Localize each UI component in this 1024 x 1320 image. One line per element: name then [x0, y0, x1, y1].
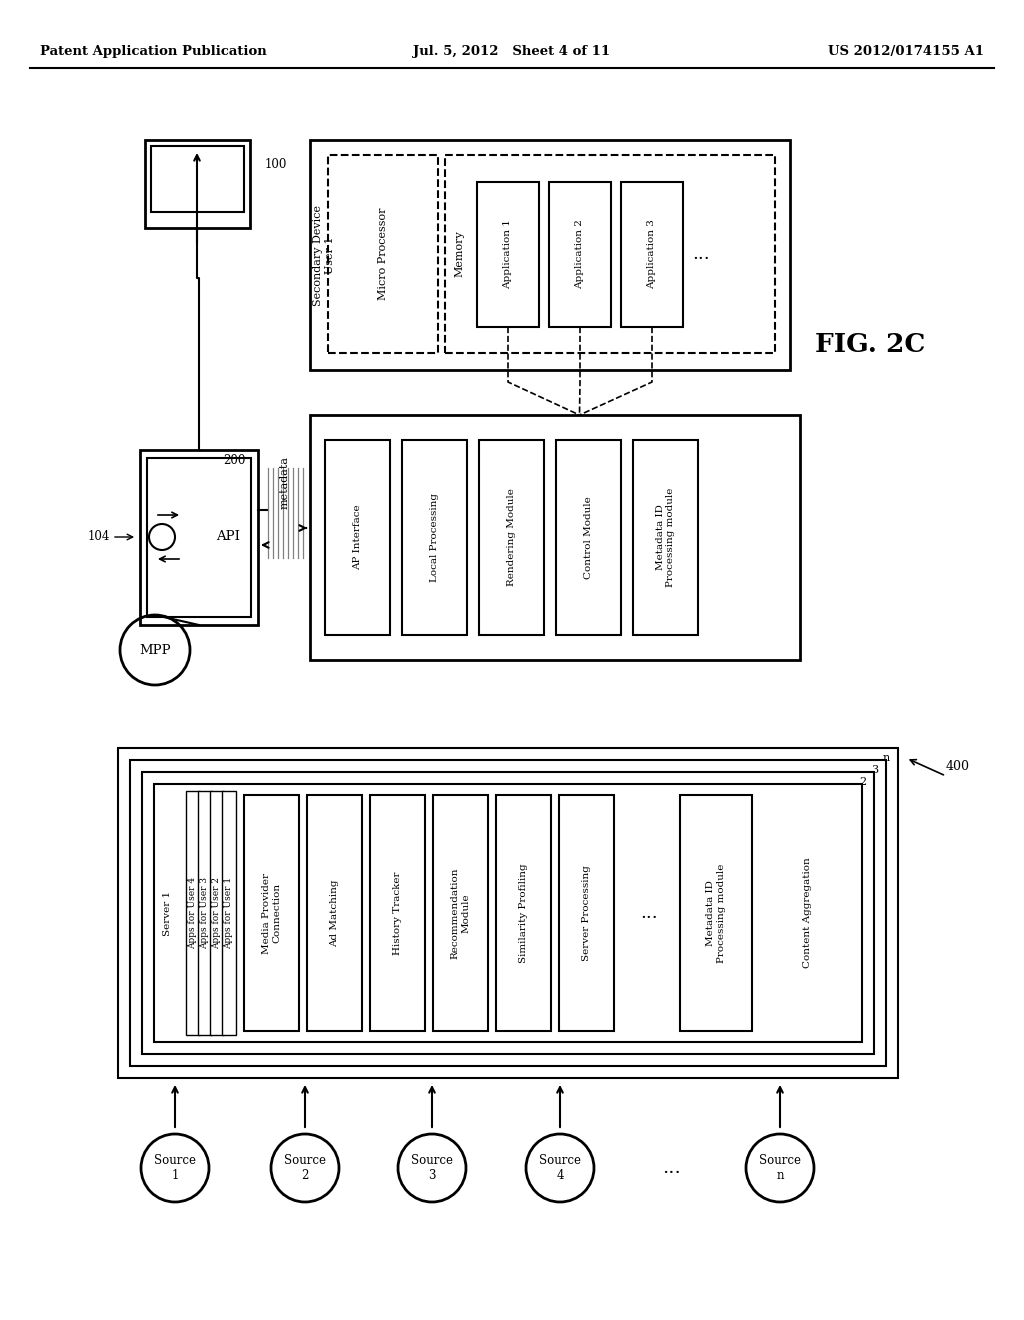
- Bar: [479, 440, 544, 635]
- Text: 2: 2: [859, 777, 866, 787]
- Text: Source
4: Source 4: [539, 1154, 581, 1181]
- Text: Server Processing: Server Processing: [582, 865, 591, 961]
- Text: US 2012/0174155 A1: US 2012/0174155 A1: [828, 45, 984, 58]
- Text: FIG. 2C: FIG. 2C: [815, 333, 926, 358]
- Bar: [370, 795, 425, 1031]
- Bar: [621, 182, 683, 327]
- Bar: [118, 748, 898, 1078]
- Bar: [496, 795, 551, 1031]
- Text: Content Aggregation: Content Aggregation: [804, 858, 812, 969]
- Bar: [145, 140, 250, 228]
- Text: MPP: MPP: [139, 644, 171, 656]
- Bar: [244, 795, 299, 1031]
- Bar: [556, 440, 621, 635]
- Text: Micro Processor: Micro Processor: [378, 207, 388, 300]
- Text: Application 1: Application 1: [504, 219, 512, 289]
- Text: Source
1: Source 1: [154, 1154, 196, 1181]
- Text: Memory: Memory: [454, 231, 464, 277]
- Bar: [433, 795, 488, 1031]
- Text: Control Module: Control Module: [584, 496, 593, 579]
- Text: 104: 104: [88, 531, 110, 544]
- Bar: [680, 795, 752, 1031]
- Bar: [130, 760, 886, 1067]
- Text: Application 3: Application 3: [647, 219, 656, 289]
- Text: Source
3: Source 3: [411, 1154, 453, 1181]
- Bar: [147, 458, 251, 616]
- Text: 100: 100: [265, 158, 288, 172]
- Bar: [310, 414, 800, 660]
- Bar: [402, 440, 467, 635]
- Bar: [325, 440, 390, 635]
- Text: ...: ...: [663, 1159, 681, 1177]
- Bar: [328, 154, 438, 352]
- Bar: [210, 791, 224, 1035]
- Text: 3: 3: [870, 766, 878, 775]
- Bar: [633, 440, 698, 635]
- Text: API: API: [216, 531, 240, 544]
- Text: Local Processing: Local Processing: [430, 492, 439, 582]
- Text: n: n: [883, 752, 890, 763]
- Bar: [140, 450, 258, 624]
- Text: 200: 200: [223, 454, 246, 466]
- Bar: [559, 795, 614, 1031]
- Text: Apps for User 2: Apps for User 2: [213, 876, 221, 949]
- Text: Jul. 5, 2012   Sheet 4 of 11: Jul. 5, 2012 Sheet 4 of 11: [414, 45, 610, 58]
- Text: ...: ...: [640, 904, 657, 921]
- Text: Metadata ID
Processing module: Metadata ID Processing module: [655, 488, 675, 587]
- Text: Ad Matching: Ad Matching: [330, 879, 339, 946]
- Bar: [307, 795, 362, 1031]
- Text: Rendering Module: Rendering Module: [507, 488, 516, 586]
- Bar: [222, 791, 236, 1035]
- Text: Patent Application Publication: Patent Application Publication: [40, 45, 266, 58]
- Text: Recommendation
Module: Recommendation Module: [451, 867, 470, 958]
- Bar: [142, 772, 874, 1053]
- Text: Apps for User 4: Apps for User 4: [188, 876, 198, 949]
- Bar: [445, 154, 775, 352]
- Text: Server 1: Server 1: [163, 891, 171, 936]
- Bar: [186, 791, 200, 1035]
- Bar: [549, 182, 611, 327]
- Text: History Tracker: History Tracker: [393, 871, 402, 954]
- Bar: [151, 147, 244, 213]
- Bar: [310, 140, 790, 370]
- Text: Media Provider
Connection: Media Provider Connection: [262, 873, 282, 953]
- Text: ...: ...: [692, 246, 710, 263]
- Bar: [154, 784, 862, 1041]
- Text: Source
2: Source 2: [284, 1154, 326, 1181]
- Text: Apps for User 3: Apps for User 3: [201, 876, 210, 949]
- Bar: [477, 182, 539, 327]
- Text: metadata: metadata: [280, 455, 290, 510]
- Text: Similarity Profiling: Similarity Profiling: [519, 863, 528, 962]
- Text: Secondary Device
User 1: Secondary Device User 1: [313, 205, 335, 305]
- Bar: [198, 791, 212, 1035]
- Text: Source
n: Source n: [759, 1154, 801, 1181]
- Text: Apps for User 1: Apps for User 1: [224, 876, 233, 949]
- Text: Metadata ID
Processing module: Metadata ID Processing module: [707, 863, 726, 962]
- Text: AP Interface: AP Interface: [353, 504, 362, 570]
- Text: 400: 400: [946, 759, 970, 772]
- Text: Application 2: Application 2: [575, 219, 585, 289]
